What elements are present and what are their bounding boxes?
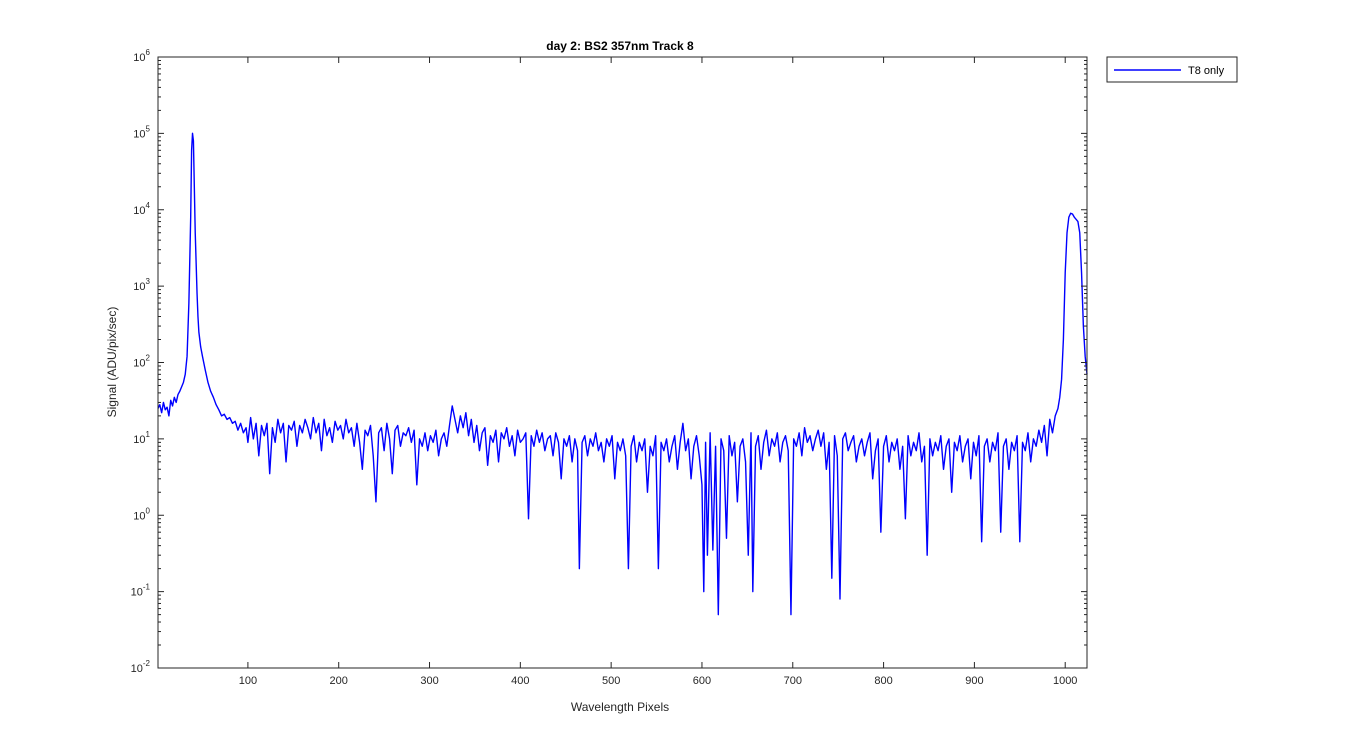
y-tick-exponent-6: 6: [146, 48, 151, 57]
y-tick-exponent-2: 2: [146, 354, 151, 363]
y-tick-exponent--1: -1: [143, 583, 151, 592]
series-layer: [157, 132, 1088, 616]
x-axis-title: Wavelength Pixels: [571, 700, 669, 714]
x-tick-label-600: 600: [693, 675, 711, 687]
y-tick-exponent-5: 5: [146, 124, 151, 133]
y-tick-exponent-3: 3: [146, 277, 151, 286]
x-tick-label-100: 100: [239, 675, 257, 687]
x-tick-label-900: 900: [965, 675, 983, 687]
legend-label-t8: T8 only: [1188, 65, 1225, 77]
x-tick-label-800: 800: [874, 675, 892, 687]
x-tick-label-700: 700: [784, 675, 802, 687]
x-tick-label-500: 500: [602, 675, 620, 687]
x-tick-label-200: 200: [330, 675, 348, 687]
y-tick-exponent-4: 4: [146, 201, 151, 210]
y-tick-exponent-0: 0: [146, 506, 151, 515]
plot-area: [158, 57, 1087, 668]
chart-title: day 2: BS2 357nm Track 8: [546, 39, 694, 53]
legend: T8 only: [1106, 56, 1238, 83]
ticks-layer: [158, 56, 1087, 669]
y-axis-title: Signal (ADU/pix/sec): [105, 307, 119, 418]
x-tick-label-1000: 1000: [1053, 675, 1077, 687]
x-tick-label-300: 300: [420, 675, 438, 687]
series-line-0: [157, 132, 1088, 616]
y-tick-exponent--2: -2: [143, 659, 151, 668]
x-tick-label-400: 400: [511, 675, 529, 687]
y-tick-exponent-1: 1: [146, 430, 151, 439]
